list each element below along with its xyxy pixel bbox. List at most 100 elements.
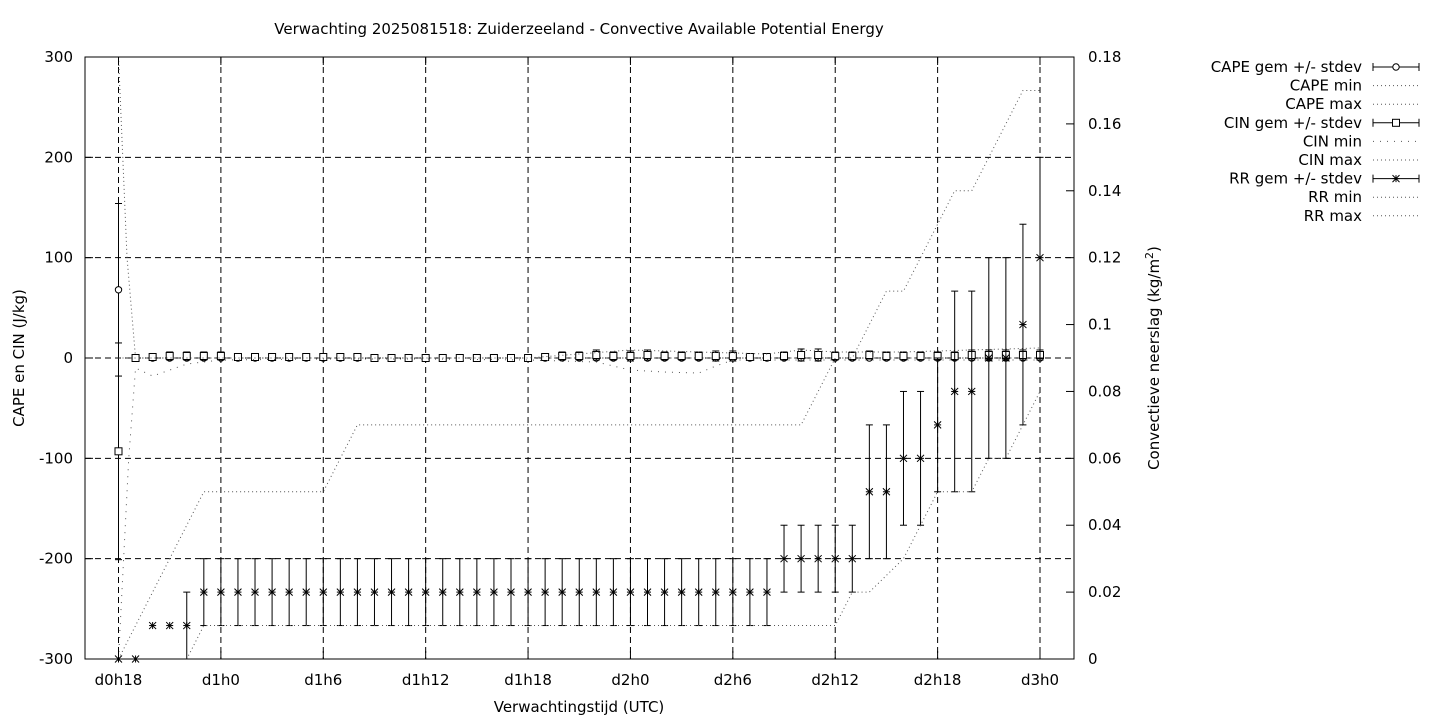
legend-label: RR gem +/- stdev — [1229, 170, 1362, 188]
rr-marker-stroke — [1392, 174, 1400, 183]
cin-point-marker — [694, 351, 703, 360]
rr-marker-stroke — [490, 588, 498, 596]
rr-point-marker — [1019, 320, 1027, 329]
y-tick-label: -300 — [39, 650, 73, 668]
rr-max-line — [118, 89, 1040, 660]
cape-point-marker — [1392, 63, 1400, 71]
rr-point-marker — [797, 554, 805, 563]
rr-marker-stroke — [455, 588, 464, 596]
rr-point-marker — [421, 588, 430, 596]
y2-tick-label: 0 — [1088, 650, 1098, 668]
rr-point-marker — [1036, 253, 1044, 262]
rr-point-marker — [353, 588, 362, 596]
y2-axis-label-end: ) — [1145, 246, 1163, 252]
cin-point-marker — [780, 351, 789, 360]
legend-label: CAPE gem +/- stdev — [1211, 58, 1362, 76]
legend-label: CAPE max — [1285, 95, 1362, 113]
rr-marker-stroke — [711, 588, 720, 596]
cin-point-marker — [711, 351, 720, 360]
rr-marker-stroke — [916, 454, 925, 463]
rr-marker-stroke — [165, 621, 174, 630]
cin-point-marker — [797, 350, 806, 359]
cin-point-marker — [319, 352, 328, 361]
cin-point-marker — [336, 352, 345, 361]
y2-tick-label: 0.18 — [1088, 48, 1121, 66]
rr-marker-stroke — [336, 588, 345, 596]
rr-marker-stroke — [831, 554, 840, 563]
rr-marker-stroke — [302, 588, 311, 596]
rr-marker-stroke — [882, 487, 891, 496]
series-rr-min — [118, 391, 1041, 660]
cin-point-marker — [182, 351, 191, 360]
x-axis-ticks: d0h18 d1h0 d1h6 d1h12 d1h18 d2h0 d2h6 d2h12 d2h1… — [95, 57, 1059, 689]
y-tick-label: 0 — [63, 349, 73, 367]
cin-point-marker — [421, 354, 430, 362]
rr-marker-stroke — [234, 588, 242, 596]
rr-point-marker — [473, 588, 481, 596]
rr-marker-stroke — [473, 588, 481, 596]
rr-point-marker — [660, 588, 669, 596]
cin-point-marker — [916, 351, 925, 360]
rr-marker-stroke — [967, 387, 976, 396]
rr-point-marker — [234, 588, 242, 596]
cin-point-marker — [745, 352, 754, 361]
cin-point-marker — [268, 352, 277, 361]
x-tick-label: d3h0 — [1021, 671, 1059, 689]
rr-point-marker — [899, 454, 908, 463]
rr-point-marker — [609, 588, 618, 596]
rr-marker-stroke — [780, 554, 788, 563]
cin-point-marker — [165, 351, 174, 360]
cin-max-line — [118, 347, 1041, 359]
rr-marker-stroke — [541, 588, 549, 596]
y-tick-label: 200 — [44, 148, 73, 166]
x-tick-label: d1h18 — [504, 671, 552, 689]
cin-point-marker — [660, 351, 669, 360]
cin-point-marker — [489, 354, 498, 362]
rr-point-marker — [967, 387, 976, 396]
rr-point-marker — [746, 588, 754, 596]
cin-point-marker — [592, 350, 601, 359]
rr-point-marker — [984, 354, 993, 362]
rr-point-marker — [558, 588, 567, 596]
cin-point-marker — [558, 351, 567, 360]
rr-marker-stroke — [148, 621, 157, 630]
rr-marker-stroke — [814, 554, 823, 563]
plot-series — [114, 56, 1044, 663]
y2-axis-label-main: Convectieve neerslag (kg/m — [1145, 259, 1163, 470]
x-tick-label: d1h0 — [202, 671, 240, 689]
y-tick-label: 300 — [44, 48, 73, 66]
cin-point-marker — [455, 354, 464, 362]
y2-tick-label: 0.16 — [1088, 115, 1121, 133]
rr-point-marker — [302, 588, 311, 596]
cin-point-marker — [404, 354, 413, 362]
rr-marker-stroke — [694, 588, 703, 596]
rr-point-marker — [728, 588, 737, 596]
cin-point-marker — [114, 447, 123, 456]
y2-tick-label: 0.02 — [1088, 583, 1121, 601]
rr-marker-stroke — [251, 588, 259, 596]
cin-point-marker — [541, 352, 550, 361]
rr-point-marker — [933, 421, 942, 429]
y2-tick-label: 0.1 — [1088, 316, 1112, 334]
cin-point-marker — [524, 354, 533, 362]
cin-point-marker — [1392, 118, 1400, 127]
legend-label: CIN gem +/- stdev — [1224, 114, 1362, 132]
rr-marker-stroke — [524, 588, 532, 596]
rr-marker-stroke — [728, 588, 737, 596]
cin-point-marker — [353, 352, 362, 361]
rr-point-marker — [848, 554, 857, 563]
cin-point-marker — [251, 352, 260, 361]
legend-label: CIN max — [1298, 151, 1362, 169]
x-axis-label: Verwachtingstijd (UTC) — [494, 698, 665, 716]
rr-point-marker — [643, 588, 652, 596]
rr-marker-stroke — [438, 588, 447, 596]
rr-point-marker — [575, 588, 584, 596]
rr-marker-stroke — [1002, 354, 1010, 362]
rr-point-marker — [780, 554, 788, 563]
rr-marker-stroke — [950, 387, 959, 396]
rr-point-marker — [541, 588, 549, 596]
y-tick-label: -100 — [39, 449, 73, 467]
y-axis-ticks: 300 200 100 0 -100 -200 -300 — [39, 48, 93, 668]
rr-point-marker — [370, 588, 379, 596]
rr-point-marker — [336, 588, 345, 596]
